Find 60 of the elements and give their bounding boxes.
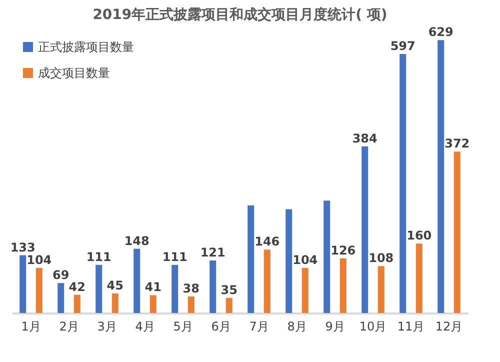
- data-label: 384: [352, 131, 378, 146]
- bar: [378, 266, 384, 313]
- x-tick-label: 5月: [173, 320, 193, 334]
- bar: [248, 205, 254, 313]
- data-label: 41: [144, 280, 162, 294]
- data-label: 69: [52, 268, 70, 282]
- x-tick-label: 8月: [287, 320, 307, 334]
- bar: [264, 250, 270, 313]
- data-label: 133: [10, 240, 36, 254]
- x-tick-label: 1月: [21, 320, 41, 334]
- data-label: 146: [254, 234, 280, 249]
- bar: [150, 295, 156, 313]
- data-label: 126: [330, 243, 356, 258]
- data-label: 111: [86, 250, 112, 264]
- data-label: 108: [368, 251, 394, 266]
- data-label: 372: [444, 136, 470, 151]
- x-tick-label: 9月: [325, 320, 345, 334]
- x-tick-label: 4月: [135, 320, 155, 334]
- bar: [188, 296, 194, 313]
- bar: [286, 209, 292, 313]
- bar: [302, 268, 308, 313]
- bar: [416, 244, 422, 313]
- legend-label: 成交项目数量: [38, 66, 110, 80]
- bar: [36, 268, 42, 313]
- data-label: 38: [182, 282, 200, 296]
- chart-title: 2019年正式披露项目和成交项目月度统计( 项): [92, 6, 388, 24]
- bar: [96, 264, 102, 313]
- data-label: 629: [428, 25, 454, 40]
- data-label: 148: [124, 234, 150, 248]
- x-tick-label: 12月: [435, 320, 463, 334]
- x-tick-label: 2月: [59, 320, 79, 334]
- bar: [438, 40, 444, 313]
- data-label: 121: [200, 246, 226, 260]
- bar: [340, 258, 346, 313]
- bar: [400, 54, 406, 313]
- data-label: 104: [26, 252, 52, 267]
- data-label: 35: [220, 282, 238, 297]
- bar: [20, 255, 26, 313]
- data-label: 104: [292, 252, 318, 267]
- legend-label: 正式披露项目数量: [38, 40, 134, 54]
- bar: [112, 293, 118, 313]
- bar: [210, 260, 216, 313]
- bar: [362, 146, 368, 313]
- x-tick-label: 3月: [97, 320, 117, 334]
- data-label: 42: [68, 280, 86, 294]
- data-label: 111: [162, 250, 188, 264]
- x-tick-label: 10月: [359, 320, 387, 334]
- bar: [172, 264, 178, 313]
- x-tick-label: 11月: [397, 320, 425, 334]
- bar: [324, 200, 330, 313]
- x-tick-label: 7月: [249, 320, 269, 334]
- data-label: 597: [390, 38, 416, 53]
- data-label: 160: [406, 228, 432, 243]
- x-tick-label: 6月: [211, 320, 231, 334]
- bar: [134, 248, 140, 313]
- bar: [454, 152, 460, 313]
- bar: [74, 294, 80, 313]
- bar: [226, 298, 232, 313]
- data-label: 45: [106, 278, 124, 292]
- bar: [58, 283, 64, 313]
